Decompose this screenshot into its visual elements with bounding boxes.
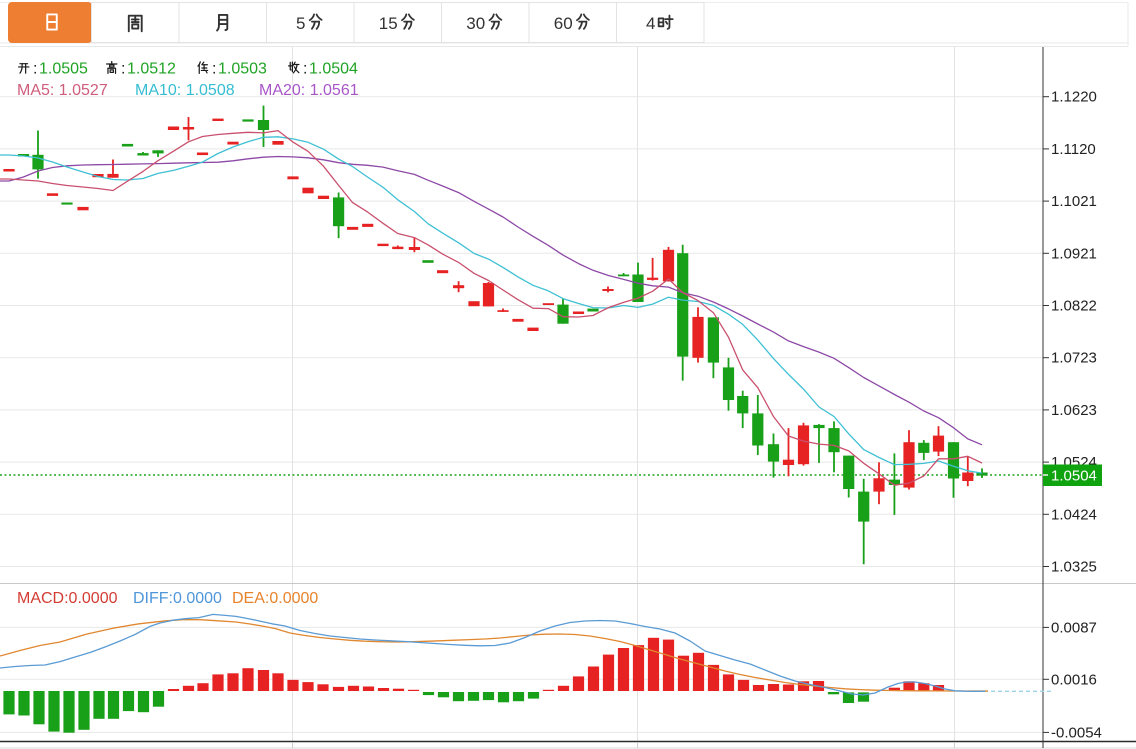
svg-text::: : <box>121 61 125 78</box>
svg-text:1.0325: 1.0325 <box>1051 559 1097 576</box>
svg-text:60: 60 <box>554 14 573 33</box>
svg-text:DIFF:0.0000: DIFF:0.0000 <box>133 590 222 607</box>
svg-text::: : <box>212 61 216 78</box>
svg-text:1.0822: 1.0822 <box>1051 298 1097 315</box>
svg-text:DEA:0.0000: DEA:0.0000 <box>232 590 318 607</box>
svg-text:1.0505: 1.0505 <box>39 61 88 78</box>
svg-text:1.0424: 1.0424 <box>1051 506 1097 523</box>
svg-text:1.0503: 1.0503 <box>218 61 267 78</box>
svg-text:0.0016: 0.0016 <box>1051 671 1097 688</box>
svg-text:MA20: 1.0561: MA20: 1.0561 <box>259 82 359 99</box>
svg-text:-0.0054: -0.0054 <box>1051 724 1102 741</box>
svg-text:1.1220: 1.1220 <box>1051 89 1097 106</box>
svg-text:4: 4 <box>646 14 655 33</box>
svg-text:1.0504: 1.0504 <box>309 61 358 78</box>
svg-text::: : <box>303 61 307 78</box>
svg-text:1.0504: 1.0504 <box>1051 468 1097 485</box>
svg-text:1.0723: 1.0723 <box>1051 350 1097 367</box>
svg-text::: : <box>33 61 37 78</box>
svg-text:5: 5 <box>296 14 305 33</box>
svg-text:1.1120: 1.1120 <box>1051 141 1096 158</box>
svg-text:MA10: 1.0508: MA10: 1.0508 <box>135 82 235 99</box>
svg-text:30: 30 <box>466 14 485 33</box>
svg-text:1.0512: 1.0512 <box>127 61 176 78</box>
svg-text:MA5: 1.0527: MA5: 1.0527 <box>17 82 108 99</box>
svg-text:0.0087: 0.0087 <box>1051 619 1097 636</box>
svg-text:1.0921: 1.0921 <box>1051 245 1097 262</box>
svg-text:1.0623: 1.0623 <box>1051 402 1097 419</box>
svg-text:MACD:0.0000: MACD:0.0000 <box>17 590 118 607</box>
svg-text:15: 15 <box>379 14 398 33</box>
svg-text:1.1021: 1.1021 <box>1051 193 1097 210</box>
